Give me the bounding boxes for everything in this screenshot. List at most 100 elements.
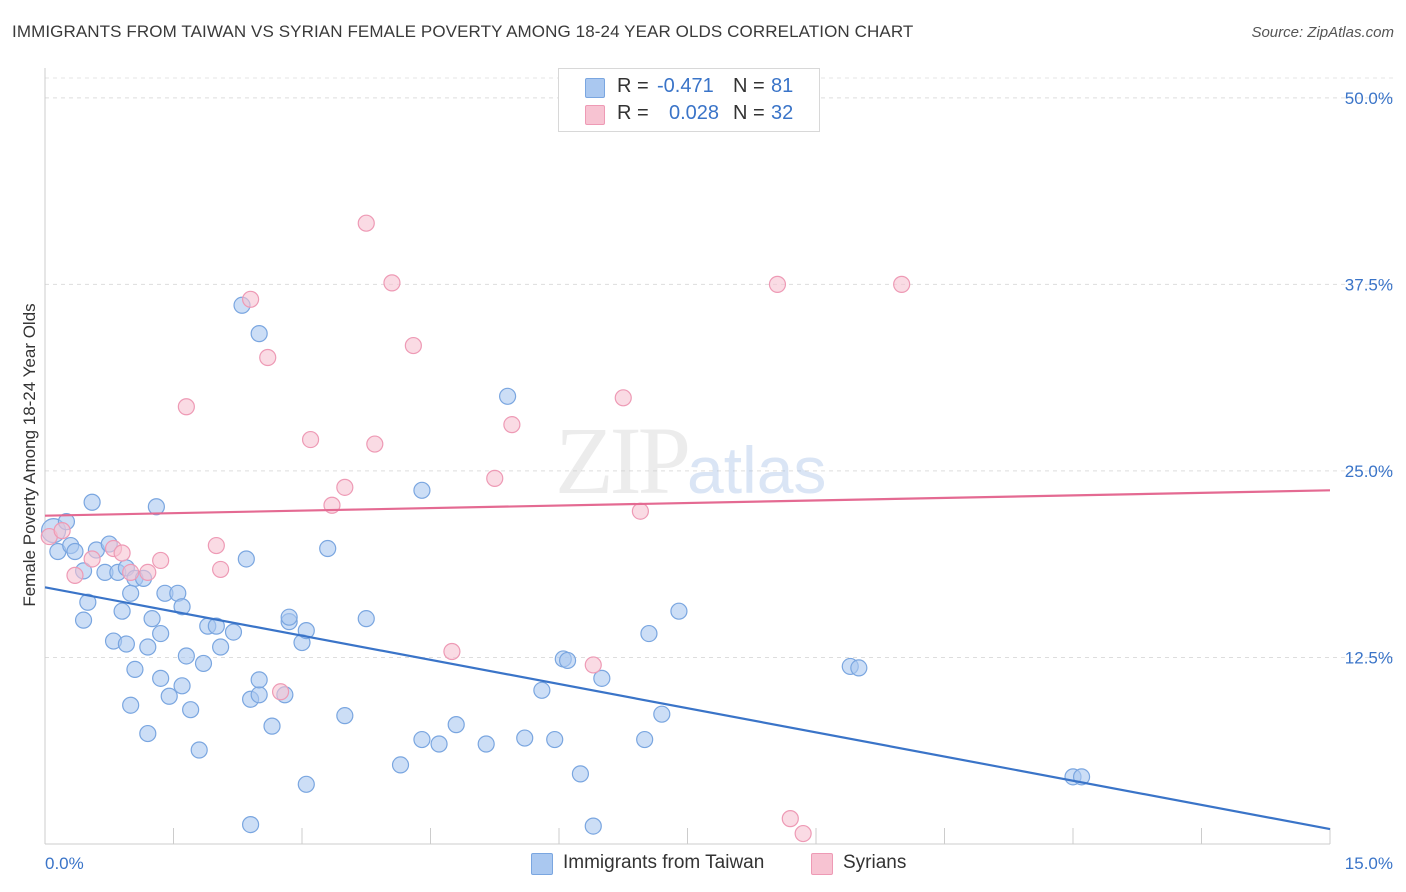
syrians-point bbox=[152, 551, 170, 570]
correlation-legend: R = -0.471 N = 81 R = 0.028 N = 32 bbox=[558, 68, 820, 132]
legend-n-label: N = bbox=[733, 102, 765, 124]
watermark: ZIPatlas bbox=[555, 405, 826, 516]
taiwan-point bbox=[640, 624, 658, 643]
taiwan-point bbox=[126, 660, 144, 679]
syrians-point bbox=[66, 566, 84, 584]
taiwan-point bbox=[207, 617, 225, 635]
taiwan-point bbox=[297, 775, 315, 793]
legend-label-taiwan: Immigrants from Taiwan bbox=[563, 852, 765, 873]
taiwan-point bbox=[152, 624, 170, 643]
legend-label-syrians: Syrians bbox=[843, 852, 907, 873]
watermark-atlas: atlas bbox=[687, 433, 827, 507]
taiwan-point bbox=[250, 686, 268, 704]
syrians-point bbox=[768, 275, 787, 293]
taiwan-point bbox=[224, 623, 243, 641]
syrians-point bbox=[794, 824, 812, 843]
syrians-point bbox=[242, 290, 260, 308]
syrians-point bbox=[53, 522, 71, 540]
syrians-point bbox=[893, 275, 911, 293]
watermark-zip: ZIP bbox=[555, 407, 691, 514]
syrians-point bbox=[404, 336, 422, 355]
data-points bbox=[40, 214, 1091, 843]
taiwan-point bbox=[653, 705, 671, 723]
syrians-point bbox=[83, 550, 101, 568]
legend-swatch-syrians bbox=[811, 853, 833, 875]
taiwan-point bbox=[194, 654, 213, 673]
taiwan-point bbox=[357, 610, 375, 628]
syrians-point bbox=[614, 389, 632, 407]
taiwan-point bbox=[147, 498, 165, 516]
legend-swatch-taiwan bbox=[531, 853, 553, 875]
legend-n-label: N = bbox=[733, 75, 765, 97]
syrians-point bbox=[486, 469, 504, 487]
taiwan-point bbox=[66, 542, 84, 561]
syrians-point bbox=[781, 810, 799, 828]
taiwan-point bbox=[122, 696, 140, 714]
taiwan-point bbox=[391, 756, 410, 774]
chart-title: IMMIGRANTS FROM TAIWAN VS SYRIAN FEMALE … bbox=[12, 22, 914, 41]
source-label: Source: ZipAtlas.com bbox=[1251, 24, 1394, 41]
axes bbox=[44, 68, 1331, 845]
taiwan-point bbox=[113, 602, 131, 620]
legend-n-value: 81 bbox=[771, 75, 794, 97]
syrians-point bbox=[584, 656, 602, 674]
syrians-point bbox=[207, 536, 225, 555]
taiwan-point bbox=[152, 669, 170, 687]
taiwan-point bbox=[250, 671, 268, 689]
taiwan-point bbox=[297, 621, 315, 640]
syrians-point bbox=[113, 544, 131, 562]
legend-r-value: 0.028 bbox=[669, 102, 720, 124]
taiwan-point bbox=[280, 608, 298, 626]
taiwan-point bbox=[546, 730, 564, 749]
syrians-point bbox=[301, 430, 320, 449]
taiwan-point bbox=[250, 325, 268, 343]
taiwan-point bbox=[670, 602, 688, 620]
y-tick-label: 12.5% bbox=[1345, 648, 1393, 667]
taiwan-point bbox=[182, 701, 200, 719]
syrians-point bbox=[383, 274, 401, 292]
taiwan-point bbox=[413, 730, 431, 749]
legend-swatch-taiwan bbox=[585, 78, 605, 98]
taiwan-point bbox=[79, 593, 97, 611]
x-tick-label: 15.0% bbox=[1345, 854, 1393, 873]
taiwan-point bbox=[242, 815, 260, 834]
taiwan-point bbox=[139, 638, 157, 656]
legend-r-label: R = bbox=[617, 102, 649, 124]
taiwan-point bbox=[212, 638, 230, 656]
y-axis-label: Female Poverty Among 18-24 Year Olds bbox=[20, 303, 39, 607]
y-tick-label: 37.5% bbox=[1345, 275, 1393, 294]
taiwan-point bbox=[850, 659, 868, 677]
taiwan-point bbox=[237, 550, 255, 568]
syrians-point bbox=[259, 348, 277, 367]
syrians-point bbox=[122, 563, 140, 582]
tick-labels: 12.5% 25.0% 37.5% 50.0% 0.0% 15.0% bbox=[45, 89, 1393, 873]
syrians-point bbox=[139, 563, 157, 582]
syrians-point bbox=[336, 478, 354, 496]
taiwan-point bbox=[477, 735, 495, 753]
taiwan-point bbox=[499, 387, 517, 405]
legend-swatch-syrians bbox=[585, 105, 605, 125]
legend-r-value: -0.471 bbox=[657, 75, 714, 97]
syrians-point bbox=[357, 214, 375, 232]
taiwan-point bbox=[173, 677, 191, 695]
taiwan-point bbox=[263, 717, 281, 735]
taiwan-point bbox=[336, 707, 354, 725]
syrians-point bbox=[443, 642, 461, 661]
taiwan-point bbox=[160, 687, 178, 705]
syrians-point bbox=[503, 416, 521, 434]
taiwan-point bbox=[558, 651, 577, 670]
taiwan-point bbox=[177, 647, 195, 665]
taiwan-point bbox=[122, 584, 140, 602]
taiwan-point bbox=[117, 635, 135, 653]
taiwan-point bbox=[447, 716, 465, 734]
syrians-point bbox=[271, 683, 290, 701]
syrians-point bbox=[212, 560, 230, 579]
taiwan-point bbox=[516, 729, 534, 747]
legend-r-label: R = bbox=[617, 75, 649, 97]
taiwan-point bbox=[413, 481, 431, 499]
taiwan-point bbox=[190, 741, 208, 759]
y-tick-label: 50.0% bbox=[1345, 89, 1393, 108]
taiwan-point bbox=[139, 724, 157, 743]
taiwan-point bbox=[584, 817, 602, 835]
